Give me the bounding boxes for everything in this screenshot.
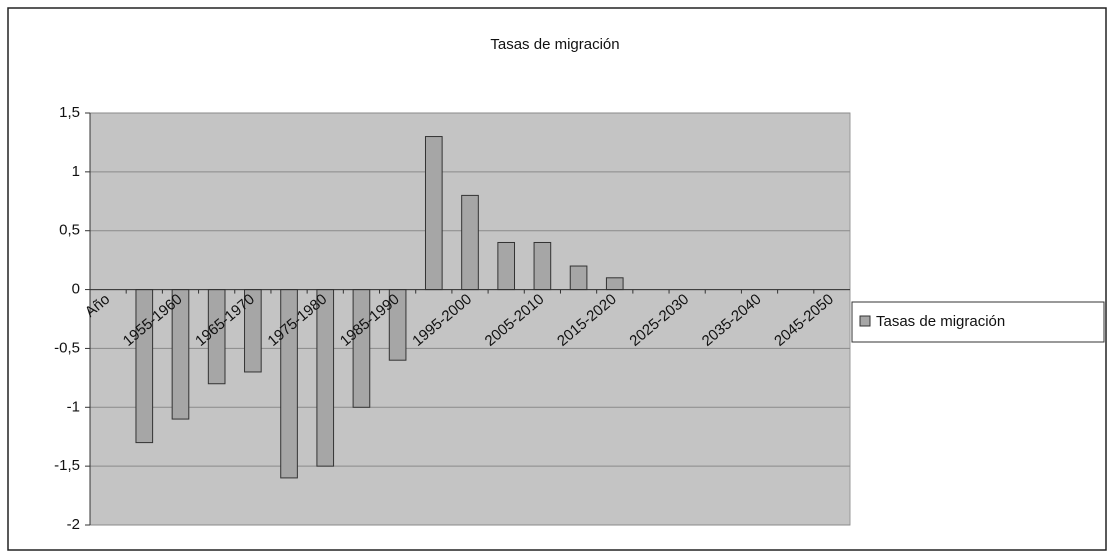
bar (605, 277, 624, 291)
chart-title: Tasas de migración (490, 36, 619, 53)
bar (424, 136, 443, 291)
bar (533, 241, 552, 291)
y-tick-label: 0,5 (59, 222, 80, 239)
y-tick-label: -1 (67, 398, 80, 415)
legend-box (851, 301, 1105, 343)
y-tick-label: -0,5 (54, 339, 80, 356)
legend-label: Tasas de migración (876, 313, 1005, 330)
y-tick-label: -1,5 (54, 457, 80, 474)
bar (352, 289, 371, 408)
bar (497, 241, 516, 291)
y-tick-label: 1 (72, 163, 80, 180)
y-tick-label: 0 (72, 281, 80, 298)
y-tick-label: -2 (67, 516, 80, 533)
bar (461, 194, 479, 291)
bar (316, 289, 335, 467)
y-tick-label: 1,5 (59, 104, 80, 121)
bar (569, 265, 588, 291)
legend-swatch (859, 315, 871, 327)
